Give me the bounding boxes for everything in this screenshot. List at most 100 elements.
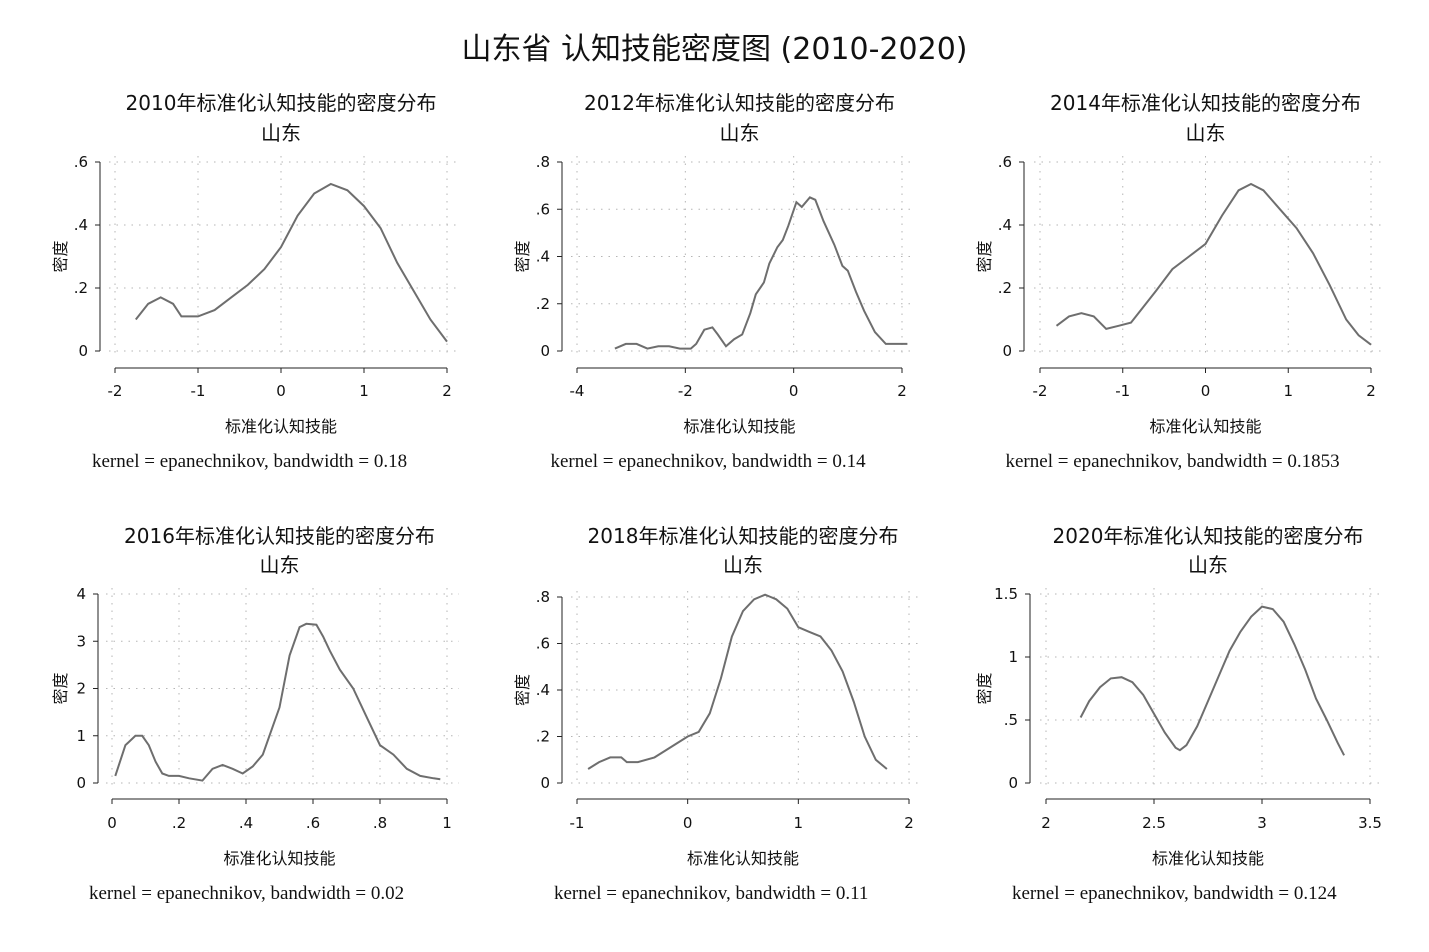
x-tick-label: 1 [359,382,369,400]
x-axis-label: 标准化认知技能 [223,849,335,868]
x-tick-label: 3.5 [1358,814,1382,832]
y-tick-label: .8 [536,153,550,171]
panel-title: 2014年标准化认知技能的密度分布 [1050,91,1361,115]
panel-title: 2012年标准化认知技能的密度分布 [584,91,895,115]
y-tick-label: .4 [74,216,88,234]
x-tick-label: -1 [570,814,585,832]
kernel-note: kernel = epanechnikov, bandwidth = 0.185… [1006,451,1340,472]
figure-title: 山东省 认知技能密度图 (2010-2020) [461,32,968,67]
y-tick-label: 0 [76,774,86,792]
y-tick-label: .2 [74,279,88,297]
kernel-note: kernel = epanechnikov, bandwidth = 0.02 [89,883,404,904]
density-curve [1055,182,1372,346]
x-axis-label: 标准化认知技能 [1152,849,1264,868]
x-tick-label: 0 [1201,382,1211,400]
y-tick-label: .2 [998,279,1012,297]
y-tick-label: 1 [1008,648,1018,666]
kernel-note: kernel = epanechnikov, bandwidth = 0.124 [1012,883,1337,904]
y-tick-label: .2 [536,295,550,313]
x-tick-label: 2 [1041,814,1051,832]
panel-title: 2018年标准化认知技能的密度分布 [588,524,899,548]
y-tick-label: .4 [536,681,550,699]
y-axis-label: 密度 [975,240,994,272]
y-tick-label: 2 [76,680,86,698]
x-tick-label: 0 [789,382,799,400]
x-tick-label: .6 [306,814,320,832]
x-tick-label: -2 [108,382,123,400]
density-curve [135,182,448,343]
panel-title: 2010年标准化认知技能的密度分布 [126,91,437,115]
x-tick-label: 2.5 [1142,814,1166,832]
y-tick-label: .5 [1004,711,1018,729]
x-tick-label: 2 [897,382,907,400]
panel-subtitle: 山东 [723,553,763,577]
y-tick-label: 3 [76,632,86,650]
x-tick-label: 1 [1283,382,1293,400]
x-axis-label: 标准化认知技能 [225,417,337,436]
x-tick-label: -4 [570,382,585,400]
x-tick-label: .4 [239,814,253,832]
x-tick-label: -2 [678,382,693,400]
x-tick-label: .8 [373,814,387,832]
panel-title: 2016年标准化认知技能的密度分布 [124,524,435,548]
kernel-note: kernel = epanechnikov, bandwidth = 0.18 [92,451,407,472]
y-tick-label: 0 [78,342,88,360]
y-axis-label: 密度 [51,240,70,272]
panel-subtitle: 山东 [1186,121,1226,145]
y-axis-label: 密度 [51,672,70,704]
panel-subtitle: 山东 [260,553,300,577]
x-tick-label: 0 [276,382,286,400]
y-tick-label: 4 [76,585,86,603]
kernel-note: kernel = epanechnikov, bandwidth = 0.14 [551,451,867,472]
y-tick-label: .6 [536,635,550,653]
density-curve [1079,605,1345,756]
x-tick-label: 2 [904,814,914,832]
y-tick-label: .6 [998,153,1012,171]
x-axis-label: 标准化认知技能 [683,417,795,436]
panel-title: 2020年标准化认知技能的密度分布 [1053,524,1364,548]
x-tick-label: 1 [794,814,804,832]
y-tick-label: .6 [536,200,550,218]
x-tick-label: .2 [172,814,186,832]
x-axis-label: 标准化认知技能 [1149,417,1261,436]
panel-subtitle: 山东 [720,121,760,145]
panel-subtitle: 山东 [261,121,301,145]
density-curve [587,593,888,770]
y-tick-label: .6 [74,153,88,171]
x-tick-label: -2 [1033,382,1048,400]
x-tick-label: 2 [1366,382,1376,400]
y-tick-label: .4 [536,248,550,266]
density-curve [614,196,908,350]
y-axis-label: 密度 [975,672,994,704]
y-tick-label: .2 [536,728,550,746]
y-tick-label: 1 [76,727,86,745]
y-axis-label: 密度 [513,674,532,706]
y-tick-label: .8 [536,588,550,606]
x-tick-label: 0 [107,814,117,832]
x-tick-label: 1 [442,814,452,832]
x-tick-label: -1 [1115,382,1130,400]
y-tick-label: 0 [1002,342,1012,360]
y-tick-label: 0 [540,774,550,792]
y-axis-label: 密度 [513,240,532,272]
density-curve [114,622,441,782]
x-tick-label: -1 [191,382,206,400]
y-tick-label: 0 [1008,774,1018,792]
panel-subtitle: 山东 [1188,553,1228,577]
x-axis-label: 标准化认知技能 [687,849,799,868]
y-tick-label: .4 [998,216,1012,234]
kernel-note: kernel = epanechnikov, bandwidth = 0.11 [554,883,868,904]
x-tick-label: 3 [1257,814,1267,832]
x-tick-label: 2 [442,382,452,400]
x-tick-label: 0 [683,814,693,832]
y-tick-label: 1.5 [994,585,1018,603]
y-tick-label: 0 [540,342,550,360]
